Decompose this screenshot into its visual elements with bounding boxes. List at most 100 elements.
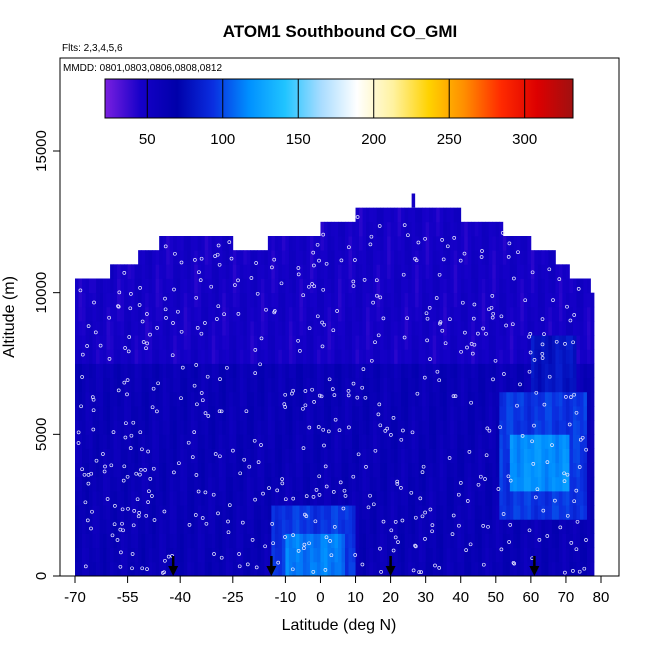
heatmap-cell: [390, 406, 395, 421]
heatmap-cell: [215, 321, 220, 336]
sample-point: [89, 526, 93, 531]
heatmap-cell: [338, 561, 342, 576]
sample-point: [200, 398, 205, 403]
heatmap-cell: [341, 278, 346, 294]
heatmap-cell: [187, 434, 192, 449]
heatmap-cell: [267, 363, 272, 379]
heatmap-cell: [341, 335, 346, 350]
heatmap-cell: [401, 406, 406, 421]
heatmap-cell: [390, 533, 395, 549]
heatmap-cell: [387, 448, 391, 464]
heatmap-cell: [460, 292, 465, 308]
heatmap-cell: [306, 434, 311, 449]
heatmap-cell: [309, 505, 314, 520]
heatmap-cell: [194, 391, 199, 407]
heatmap-cell: [366, 363, 370, 379]
heatmap-cell: [359, 207, 363, 223]
heatmap-cell: [190, 306, 195, 322]
heatmap-cell: [530, 491, 535, 506]
heatmap-cell: [106, 462, 111, 478]
heatmap-cell: [113, 462, 118, 478]
heatmap-cell: [523, 321, 528, 336]
heatmap-cell: [246, 377, 251, 393]
sample-point: [542, 332, 546, 336]
heatmap-cell: [345, 561, 349, 576]
sample-point: [130, 552, 135, 556]
heatmap-cell: [478, 505, 483, 520]
heatmap-cell: [555, 349, 560, 364]
colorbar-tick-label: 250: [437, 131, 462, 148]
heatmap-cell: [394, 250, 399, 265]
heatmap-cell: [330, 476, 335, 492]
heatmap-cell: [376, 406, 381, 421]
heatmap-cell: [516, 462, 521, 478]
heatmap-cell: [355, 335, 360, 350]
heatmap-cell: [271, 377, 276, 393]
heatmap-cell: [383, 519, 388, 534]
heatmap-cell: [481, 420, 486, 435]
heatmap-cell: [534, 505, 539, 520]
sample-point: [324, 484, 329, 489]
heatmap-cell: [264, 406, 269, 421]
sample-point: [156, 381, 160, 386]
heatmap-cell: [572, 434, 577, 449]
heatmap-cell: [334, 391, 339, 407]
y-tick-label: 15000: [33, 130, 50, 172]
heatmap-cell: [110, 391, 114, 407]
heatmap-cell: [457, 391, 462, 407]
heatmap-cell: [162, 377, 167, 393]
heatmap-cell: [246, 547, 251, 563]
heatmap-cell: [544, 420, 549, 435]
heatmap-cell: [113, 533, 118, 549]
sample-point: [259, 443, 263, 447]
x-tick-label: -10: [275, 589, 297, 606]
heatmap-cell: [544, 519, 549, 534]
heatmap-cell: [309, 434, 314, 449]
heatmap-cell: [152, 448, 157, 464]
heatmap-cell: [229, 533, 234, 549]
heatmap-cell: [418, 420, 423, 435]
heatmap-cell: [103, 306, 107, 322]
sample-point: [413, 544, 418, 549]
sample-point: [395, 482, 400, 486]
heatmap-cell: [579, 292, 584, 308]
heatmap-cell: [495, 491, 500, 506]
heatmap-cell: [285, 505, 290, 520]
heatmap-cell: [215, 278, 220, 294]
heatmap-cell: [527, 264, 532, 279]
heatmap-cell: [176, 547, 181, 563]
heatmap-cell: [485, 505, 490, 520]
heatmap-cell: [376, 491, 381, 506]
sample-point: [102, 469, 107, 474]
sample-point: [124, 421, 128, 426]
heatmap-cell: [302, 236, 307, 251]
heatmap-cell: [180, 363, 185, 379]
heatmap-cell: [551, 335, 556, 350]
heatmap-cell: [218, 420, 223, 435]
heatmap-cell: [106, 519, 111, 534]
heatmap-cell: [215, 391, 220, 407]
heatmap-cell: [471, 505, 476, 520]
sample-point: [163, 296, 167, 301]
heatmap-cell: [222, 292, 227, 308]
heatmap-cell: [292, 306, 297, 322]
heatmap-cell: [355, 519, 360, 534]
heatmap-cell: [222, 363, 227, 379]
heatmap-cell: [236, 476, 241, 492]
heatmap-cell: [401, 434, 406, 449]
heatmap-cell: [485, 335, 490, 350]
heatmap-cell: [173, 321, 178, 336]
heatmap-cell: [99, 547, 104, 563]
heatmap-cell: [330, 406, 335, 421]
heatmap-cell: [516, 476, 521, 492]
heatmap-cell: [352, 335, 356, 350]
heatmap-cell: [110, 491, 114, 506]
heatmap-cell: [299, 420, 304, 435]
heatmap-cell: [96, 292, 100, 308]
heatmap-cell: [218, 250, 223, 265]
heatmap-cell: [348, 349, 353, 364]
heatmap-cell: [418, 250, 423, 265]
sample-point: [575, 519, 580, 524]
sample-point: [376, 412, 381, 417]
heatmap-cell: [429, 306, 434, 322]
